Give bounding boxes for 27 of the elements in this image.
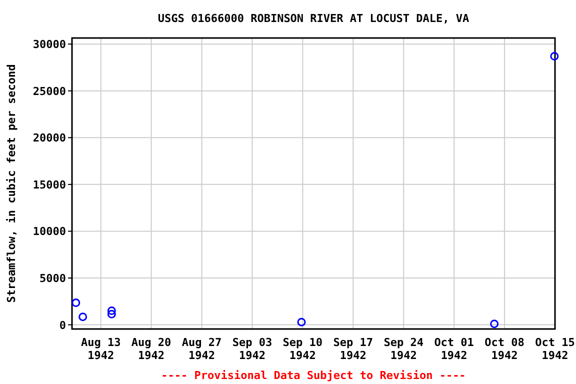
x-tick-label: Aug 13 1942 [80,336,121,362]
point [107,306,116,316]
y-tick-label: 5000 [40,272,66,286]
y-tick-label: 25000 [32,84,66,98]
x-tick-label: Oct 08 1942 [484,336,524,362]
y-tick-label: 30000 [32,38,66,52]
y-axis-title: Streamflow, in cubic feet per second [5,64,18,303]
x-tick-label: Sep 24 1942 [384,336,424,362]
text: ---- Provisional Data Subject to Revision ---- [161,369,466,382]
point [490,320,499,328]
chart-title: USGS 01666000 ROBINSON RIVER AT LOCUST DALE, VA [158,12,470,25]
x-tick-label: Aug 20 1942 [131,336,172,362]
y-tick-label: 10000 [32,225,66,238]
point [72,298,80,308]
x-tick-label: Sep 03 1942 [232,336,272,362]
point [78,312,88,322]
y-tick-label: 0 [59,318,66,332]
x-tick-label: Oct 15 1942 [535,336,575,362]
y-tick-label: 15000 [32,178,66,192]
point [107,310,116,318]
point [550,52,559,60]
x-tick-label: Aug 27 1942 [182,336,222,362]
y-tick-label: 20000 [32,132,66,145]
x-tick-label: Oct 01 1942 [434,336,474,362]
x-tick-label: Sep 17 1942 [333,336,374,362]
x-tick-label: Sep 10 1942 [282,336,323,362]
point [297,318,306,326]
